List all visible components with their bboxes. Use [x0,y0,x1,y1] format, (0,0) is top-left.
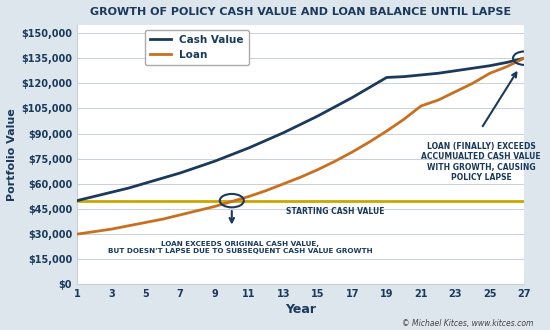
Legend: Cash Value, Loan: Cash Value, Loan [145,30,249,65]
Loan [435,98,442,102]
Line: Cash Value: Cash Value [77,58,524,201]
Loan [211,205,218,209]
Loan [400,117,407,121]
Text: © Michael Kitces, www.kitces.com: © Michael Kitces, www.kitces.com [402,319,534,328]
Cash Value [349,96,355,100]
Cash Value [383,76,390,80]
Loan [332,159,338,163]
Cash Value [125,186,132,190]
Text: LOAN (FINALLY) EXCEEDS
ACCUMUALTED CASH VALUE
WITH GROWTH, CAUSING
POLICY LAPSE: LOAN (FINALLY) EXCEEDS ACCUMUALTED CASH … [421,142,541,182]
Cash Value [142,181,149,185]
Loan [452,90,459,94]
Loan [417,104,424,108]
Loan [177,213,184,217]
Cash Value [108,190,115,194]
Text: LOAN EXCEEDS ORIGINAL CASH VALUE,
BUT DOESN'T LAPSE DUE TO SUBSEQUENT CASH VALUE: LOAN EXCEEDS ORIGINAL CASH VALUE, BUT DO… [108,241,373,254]
Cash Value [280,131,287,135]
Loan [160,217,166,221]
Loan [521,56,527,60]
Loan [487,71,493,75]
Title: GROWTH OF POLICY CASH VALUE AND LOAN BALANCE UNTIL LAPSE: GROWTH OF POLICY CASH VALUE AND LOAN BAL… [90,7,511,17]
Cash Value [504,60,510,64]
Loan [280,182,287,186]
Cash Value [417,73,424,77]
Loan [74,232,80,236]
Cash Value [435,71,442,75]
Loan [469,81,476,85]
Loan [246,194,252,198]
Y-axis label: Portfolio Value: Portfolio Value [7,108,17,201]
Cash Value [469,66,476,70]
Cash Value [194,165,201,169]
Cash Value [160,176,166,180]
Cash Value [74,199,80,203]
Loan [315,168,321,172]
Cash Value [177,171,184,175]
Loan [263,189,270,193]
Loan [366,140,373,144]
Cash Value [366,85,373,89]
Cash Value [521,56,527,60]
Cash Value [91,194,97,198]
Cash Value [228,152,235,156]
Cash Value [298,122,304,126]
Cash Value [263,138,270,142]
X-axis label: Year: Year [285,304,316,316]
Cash Value [211,159,218,163]
Loan [228,200,235,204]
Loan [504,65,510,69]
Loan [125,224,132,228]
Loan [383,129,390,133]
Cash Value [332,105,338,109]
Loan [108,227,115,231]
Cash Value [487,64,493,68]
Loan [349,150,355,154]
Cash Value [452,69,459,73]
Cash Value [246,146,252,150]
Loan [91,230,97,234]
Loan [298,175,304,179]
Text: STARTING CASH VALUE: STARTING CASH VALUE [286,207,384,216]
Loan [142,220,149,224]
Loan [194,209,201,213]
Cash Value [400,75,407,79]
Line: Loan: Loan [77,58,524,234]
Cash Value [315,114,321,118]
